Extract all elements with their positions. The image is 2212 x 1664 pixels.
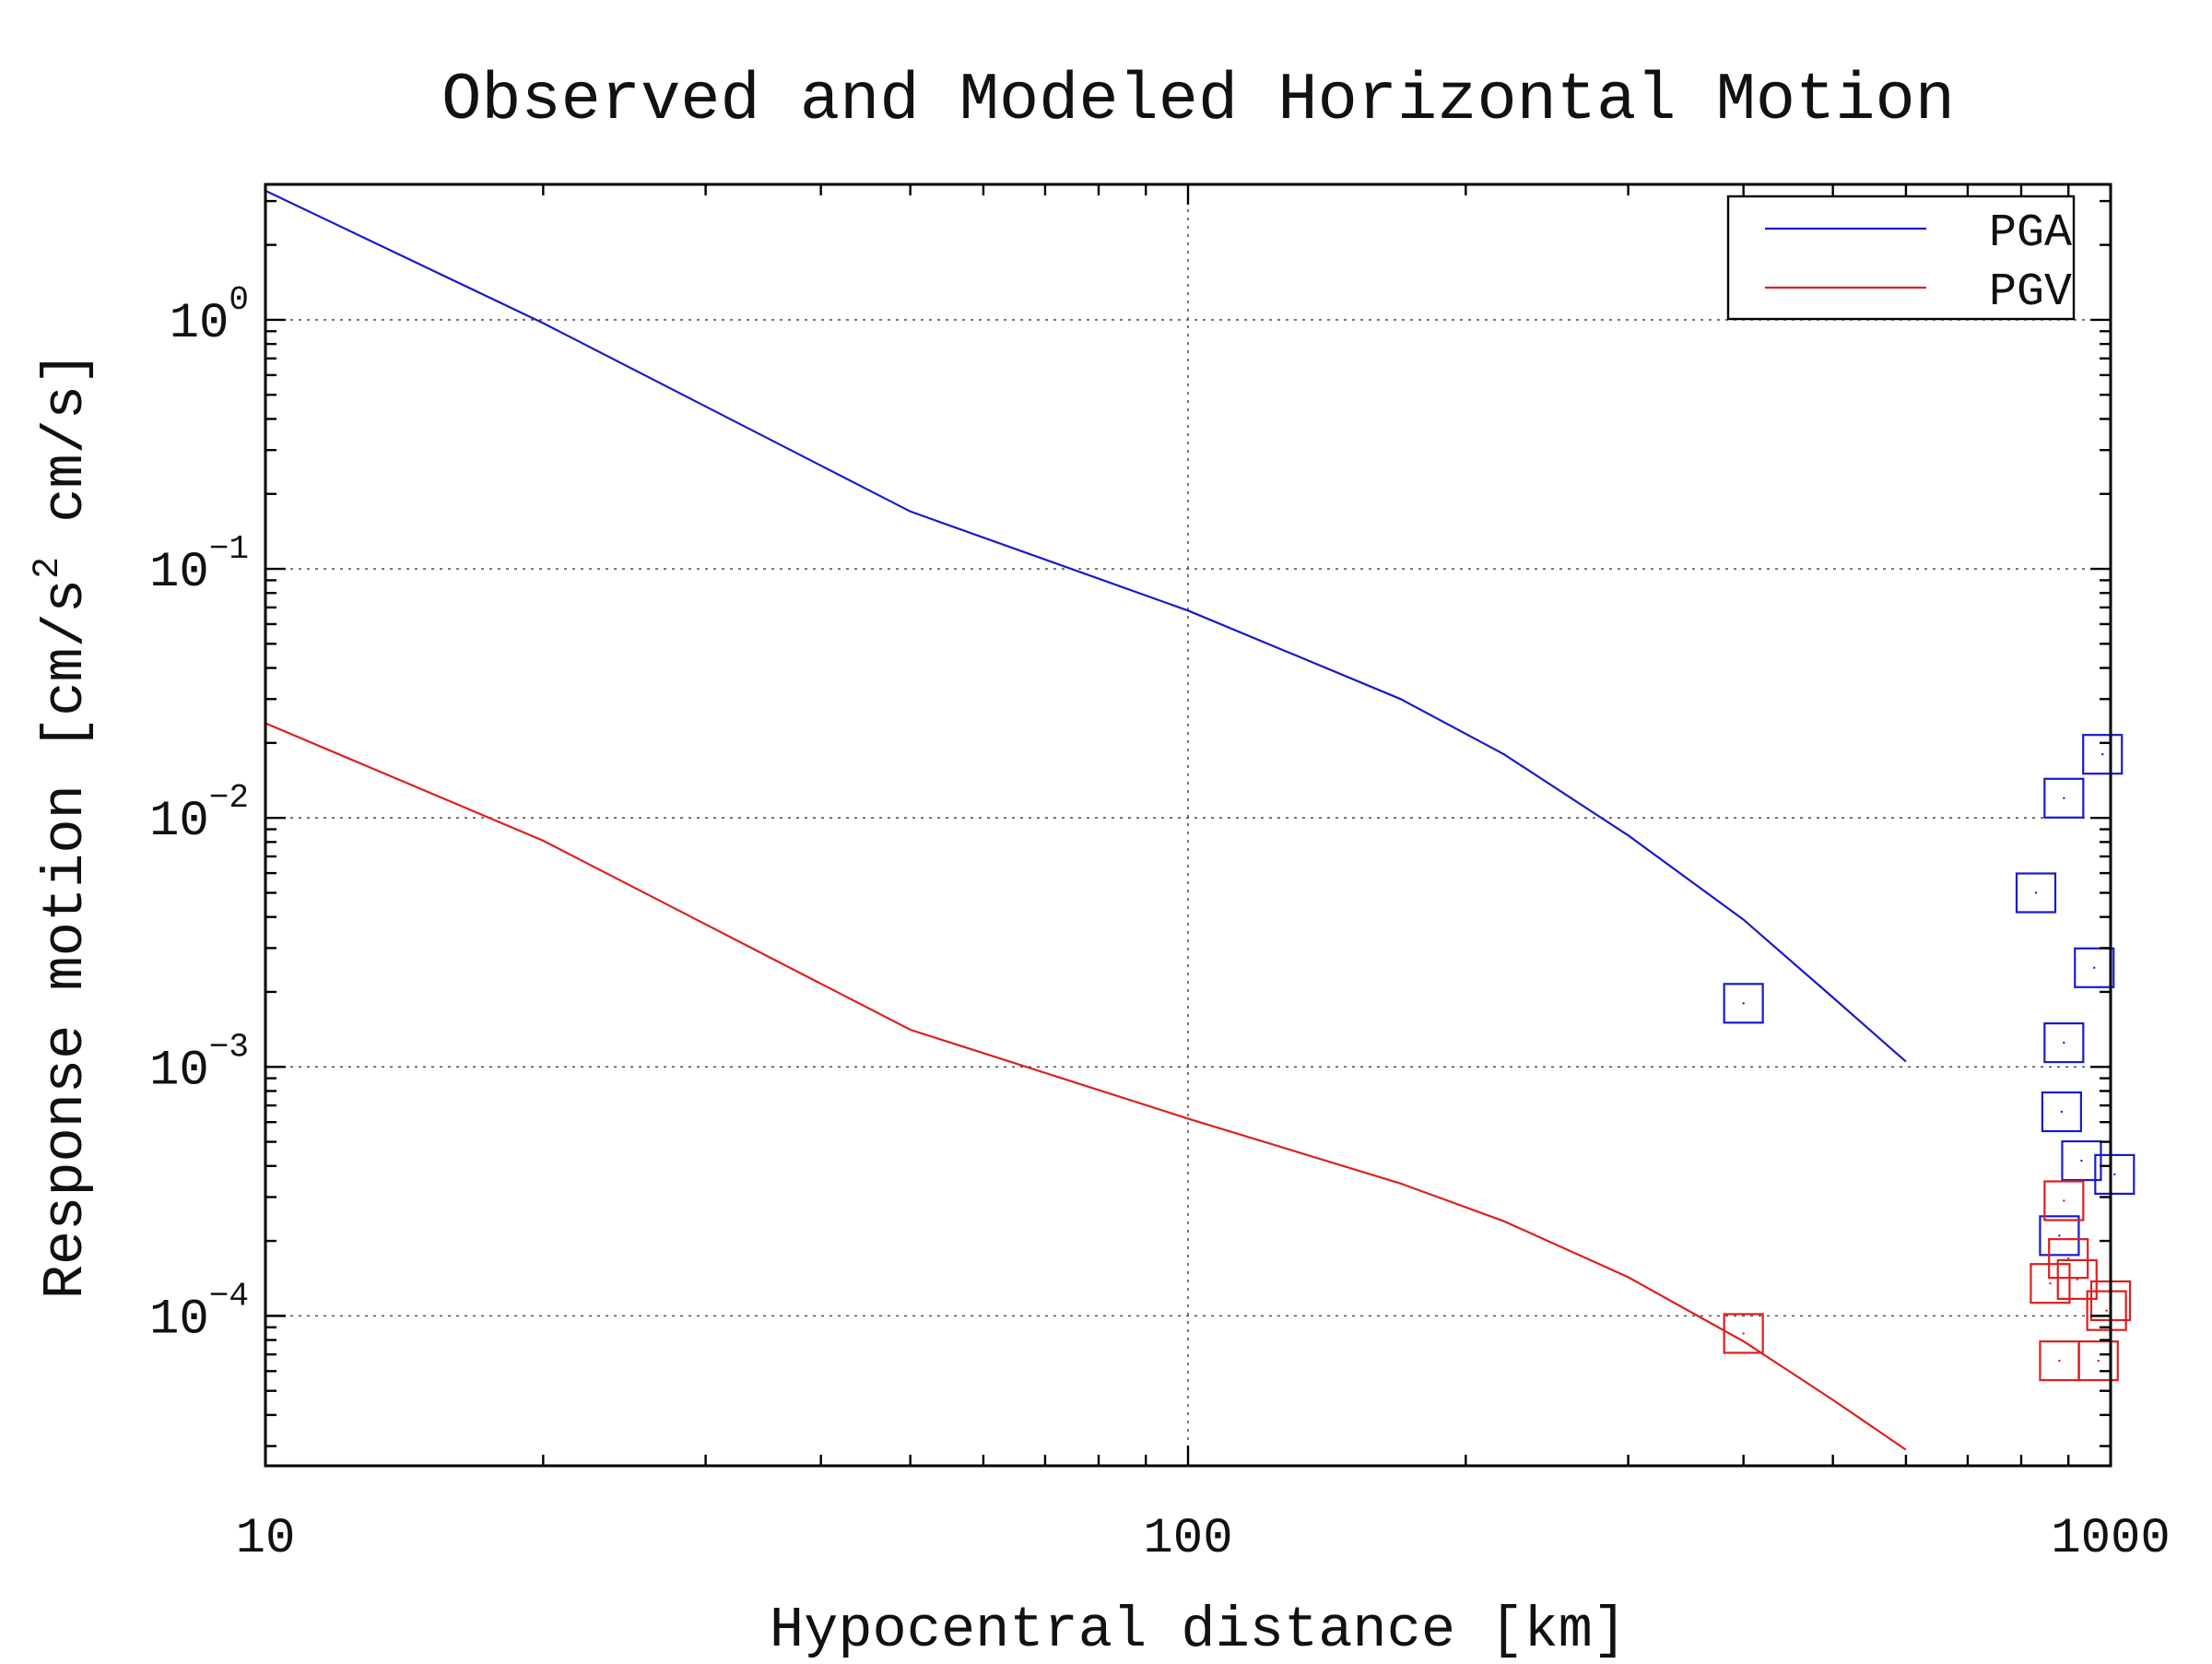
observed-point-pga — [2015, 872, 2057, 914]
observed-point-pgv — [2043, 1180, 2085, 1221]
observed-point-pga — [2094, 1153, 2136, 1196]
observed-point-pga — [2043, 777, 2085, 819]
y-axis-label: Response motion [cm/s2 cm/s] — [28, 351, 99, 1300]
chart-title: Observed and Modeled Horizontal Motion — [441, 63, 1955, 138]
y-tick-label-base: 10 — [149, 1292, 209, 1348]
y-tick-label-exponent: −1 — [209, 530, 249, 568]
observed-point-center-pga — [2058, 1234, 2061, 1237]
y-tick-label-exponent: −3 — [209, 1028, 249, 1066]
observed-point-pgv — [2048, 1238, 2089, 1280]
x-axis-label: Hypocentral distance [km] — [770, 1598, 1627, 1659]
series-line-pga — [265, 189, 1907, 1063]
observed-point-center-pga — [2063, 1041, 2065, 1044]
legend-label-pga: PGA — [1989, 207, 2072, 260]
y-tick-label-base: 10 — [149, 1043, 209, 1099]
legend: PGA PGV — [1726, 195, 2076, 321]
y-tick-label-base: 10 — [149, 794, 209, 850]
observed-point-pga — [2043, 1021, 2085, 1064]
observed-point-pgv — [2030, 1263, 2071, 1304]
x-tick-label: 1000 — [2051, 1511, 2171, 1567]
observed-point-pga — [1723, 983, 1764, 1024]
y-axis-label-tail: cm/s] — [33, 351, 99, 557]
observed-point-center-pgv — [2063, 1199, 2065, 1202]
observed-point-center-pga — [2063, 797, 2065, 799]
legend-label-pgv: PGV — [1989, 266, 2072, 319]
y-tick-label-base: 10 — [149, 545, 209, 601]
observed-point-center-pga — [2060, 1110, 2064, 1114]
series-layer — [265, 189, 2136, 1451]
y-tick-label-exponent: −4 — [209, 1277, 249, 1315]
axis-ticks — [264, 184, 2112, 1466]
observed-point-center-pga — [2080, 1159, 2083, 1162]
observed-point-center-pga — [1742, 1002, 1745, 1005]
y-tick-label: 10−1 — [149, 530, 249, 601]
x-tick-label: 100 — [1143, 1511, 1232, 1567]
observed-point-center-pga — [2034, 891, 2038, 894]
legend-box — [1726, 195, 2076, 321]
y-tick-label-exponent: 0 — [229, 281, 249, 319]
observed-point-center-pga — [2093, 966, 2096, 969]
x-tick-label: 10 — [236, 1511, 296, 1567]
y-tick-label-base: 10 — [170, 296, 229, 352]
y-axis-label-main: Response motion [cm/s — [33, 579, 99, 1299]
observed-point-center-pga — [2113, 1173, 2116, 1176]
y-tick-label: 10−2 — [149, 779, 249, 850]
observed-point-center-pgv — [2058, 1359, 2061, 1363]
y-tick-label: 10−3 — [149, 1028, 249, 1099]
observed-point-pga — [2082, 734, 2124, 775]
observed-point-pgv — [1723, 1313, 1764, 1354]
y-tick-label-exponent: −2 — [209, 779, 249, 817]
observed-point-center-pgv — [1742, 1332, 1745, 1335]
y-tick-label: 100 — [170, 281, 249, 352]
observed-point-pgv — [2086, 1290, 2127, 1331]
series-line-pgv — [265, 722, 1907, 1451]
observed-point-pga — [2061, 1139, 2102, 1182]
observed-point-pgv — [2077, 1340, 2119, 1382]
observed-point-pgv — [2056, 1258, 2098, 1301]
observed-point-center-pgv — [2049, 1281, 2052, 1285]
observed-point-pga — [2074, 947, 2115, 988]
observed-point-center-pgv — [2076, 1278, 2078, 1281]
observed-point-center-pgv — [2105, 1309, 2108, 1312]
observed-point-pga — [2039, 1215, 2080, 1257]
observed-point-center-pgv — [2066, 1257, 2070, 1260]
y-axis-label-superscript: 2 — [28, 557, 69, 579]
grid — [265, 184, 2111, 1466]
observed-point-center-pgv — [2097, 1359, 2100, 1363]
observed-point-center-pga — [2101, 753, 2104, 756]
observed-point-pga — [2041, 1091, 2082, 1133]
y-tick-label: 10−4 — [149, 1277, 249, 1348]
